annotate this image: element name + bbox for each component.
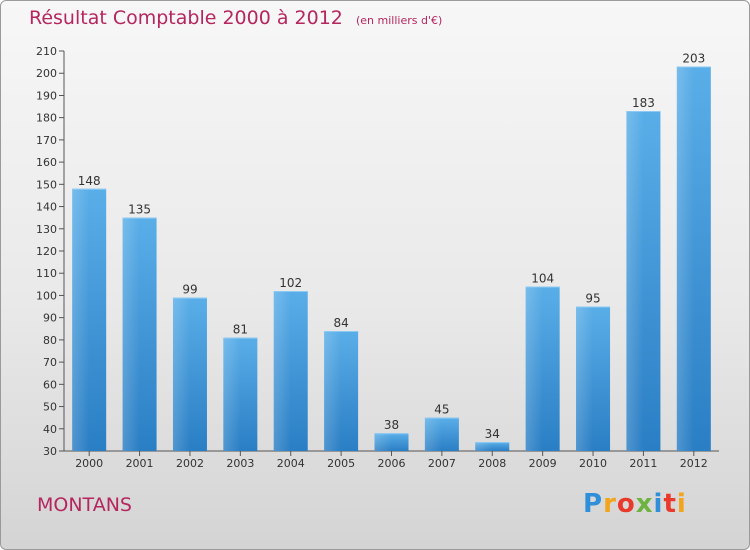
bar-highlight — [223, 337, 241, 451]
x-tick-label: 2007 — [428, 457, 456, 470]
x-tick-label: 2010 — [579, 457, 607, 470]
y-tick-label: 160 — [36, 156, 57, 169]
y-tick-label: 210 — [36, 45, 57, 58]
x-tick-label: 2008 — [478, 457, 506, 470]
bar-value-label: 183 — [632, 96, 655, 110]
bar-value-label: 34 — [485, 427, 500, 441]
logo-letter: o — [616, 489, 636, 519]
y-tick-label: 110 — [36, 267, 57, 280]
bar-value-label: 81 — [233, 323, 248, 337]
x-tick-label: 2002 — [176, 457, 204, 470]
x-tick-label: 2003 — [226, 457, 254, 470]
y-tick-label: 100 — [36, 289, 57, 302]
logo-letter: P — [583, 489, 604, 519]
bar-highlight — [273, 291, 291, 451]
logo-letter: r — [603, 489, 617, 519]
y-tick-label: 60 — [43, 378, 57, 391]
x-tick-label: 2006 — [378, 457, 406, 470]
x-tick-label: 2004 — [277, 457, 305, 470]
bar-value-label: 104 — [531, 272, 554, 286]
bar-value-label: 95 — [585, 292, 600, 306]
y-axis: 30 40 50 60 70 80 90 100 110 120 130 140 150 160 170 18… — [36, 45, 65, 458]
bar-value-label: 203 — [682, 52, 705, 66]
bar-highlight — [374, 433, 392, 451]
x-tick-label: 2001 — [126, 457, 154, 470]
y-tick-label: 40 — [43, 423, 57, 436]
x-tick-label: 2009 — [529, 457, 557, 470]
bars-group: 148 135 99 81 102 84 38 45 34 104 95 183 203 — [72, 52, 711, 452]
commune-name: MONTANS — [37, 494, 132, 516]
y-tick-label: 190 — [36, 89, 57, 102]
y-tick-label: 130 — [36, 223, 57, 236]
bar-highlight — [576, 306, 594, 451]
bar-value-label: 99 — [182, 283, 197, 297]
chart-title-block: Résultat Comptable 2000 à 2012 (en milli… — [29, 7, 442, 29]
bar-highlight — [676, 66, 694, 452]
y-tick-label: 170 — [36, 134, 57, 147]
bar-highlight — [72, 188, 90, 451]
bar-highlight — [122, 217, 140, 451]
logo-letter: t — [663, 489, 677, 519]
y-tick-label: 120 — [36, 245, 57, 258]
y-tick-label: 200 — [36, 67, 57, 80]
x-tick-label: 2012 — [680, 457, 708, 470]
y-tick-label: 70 — [43, 356, 57, 369]
y-tick-label: 180 — [36, 112, 57, 125]
x-tick-label: 2005 — [327, 457, 355, 470]
bar-highlight — [172, 297, 190, 451]
bar-value-label: 38 — [384, 418, 399, 432]
logo-letter: i — [676, 489, 687, 519]
x-tick-label: 2000 — [75, 457, 103, 470]
chart-title: Résultat Comptable 2000 à 2012 — [29, 7, 343, 29]
x-tick-label: 2011 — [629, 457, 657, 470]
proxiti-logo: Proxiti — [583, 489, 687, 519]
bar-highlight — [475, 442, 493, 451]
bar-value-label: 148 — [78, 174, 101, 188]
y-tick-label: 150 — [36, 178, 57, 191]
bar-value-label: 84 — [333, 316, 348, 330]
y-tick-label: 90 — [43, 312, 57, 325]
bar-value-label: 45 — [434, 403, 449, 417]
logo-letter: i — [653, 489, 664, 519]
chart-unit: (en milliers d'€) — [355, 14, 443, 27]
y-tick-label: 30 — [43, 445, 57, 458]
y-tick-label: 140 — [36, 201, 57, 214]
bar-highlight — [525, 286, 543, 451]
bar-highlight — [424, 417, 442, 451]
logo-letter: x — [635, 489, 654, 519]
bar-value-label: 135 — [128, 203, 151, 217]
x-axis: 2000 2001 2002 2003 2004 2005 2006 2007 2008 2009… — [64, 450, 719, 470]
bar-highlight — [324, 331, 342, 451]
y-tick-label: 80 — [43, 334, 57, 347]
bar-value-label: 102 — [279, 276, 302, 290]
bar-highlight — [626, 111, 644, 451]
y-tick-label: 50 — [43, 401, 57, 414]
